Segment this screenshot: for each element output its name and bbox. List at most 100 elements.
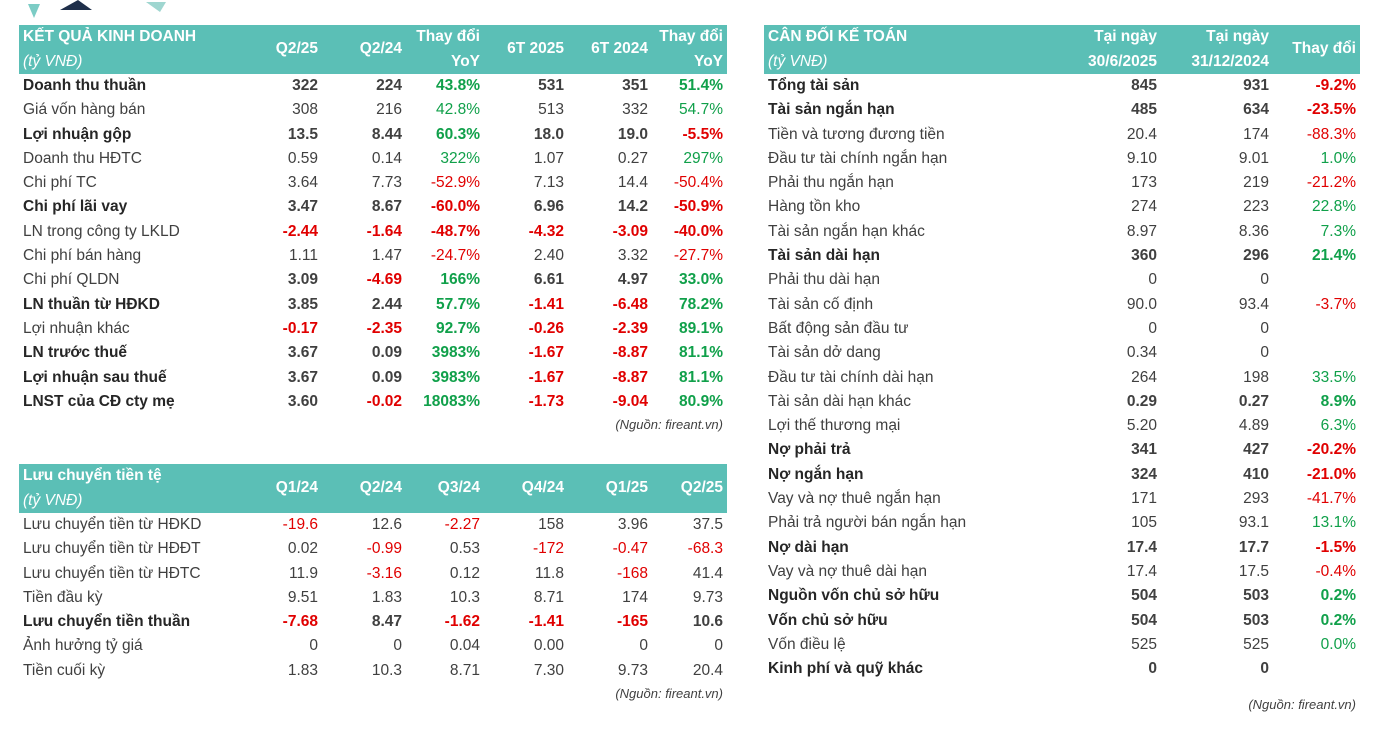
balance-cell: 360 [1131, 247, 1157, 265]
income-cell: 3.64 [287, 174, 318, 192]
balance-cell: 17.4 [1126, 538, 1157, 556]
balance-row-label: Tài sản dài hạn khác [768, 392, 912, 410]
balance-cell: 0 [1148, 271, 1157, 289]
balance-row-label: Vay và nợ thuê ngắn hạn [768, 490, 941, 508]
balance-cell: 223 [1243, 198, 1269, 216]
balance-cell: 7.3% [1320, 222, 1356, 240]
cashflow-row-label: Lưu chuyển tiền từ HĐKD [23, 516, 202, 533]
income-cell: 0.14 [371, 149, 402, 167]
balance-row-label: Kinh phí và quỹ khác [768, 660, 924, 678]
balance-cell: -21.2% [1306, 174, 1356, 192]
income-cell: 3983% [431, 344, 480, 362]
cashflow-cell: -172 [532, 540, 564, 558]
cashflow-cell: 9.73 [617, 661, 648, 679]
income-cell: 43.8% [436, 77, 480, 94]
cashflow-cell: 1.83 [371, 588, 402, 606]
cashflow-cell: -3.16 [366, 564, 402, 582]
balance-cell: 198 [1243, 368, 1269, 386]
balance-col-header: Thay đổi [1273, 25, 1360, 74]
cashflow-cell: 11.9 [288, 564, 318, 582]
cashflow-header-row-2: (tỷ VNĐ) [19, 488, 727, 513]
cashflow-cell: -7.68 [282, 613, 318, 631]
balance-cell: 0.27 [1238, 392, 1269, 410]
income-cell: -6.48 [612, 295, 648, 313]
income-col-subheader: YoY [652, 49, 727, 74]
income-cell: 216 [376, 101, 402, 119]
income-cell: -48.7% [430, 222, 480, 240]
balance-row: Đầu tư tài chính ngắn hạn 9.10 9.01 1.0% [764, 147, 1360, 171]
income-row-label: Chi phí lãi vay [23, 198, 128, 216]
cashflow-cell: 10.6 [692, 613, 723, 631]
balance-cell: 93.4 [1238, 295, 1269, 313]
income-row: Giá vốn hàng bán 308 216 42.8% 513 332 54.7% [19, 98, 727, 122]
cashflow-cell: 8.71 [533, 588, 564, 606]
balance-cell: 9.10 [1126, 149, 1157, 167]
balance-cell: 174 [1243, 125, 1269, 143]
balance-cell: 0.0% [1320, 635, 1356, 653]
balance-cell: 0.34 [1126, 344, 1157, 362]
cashflow-title: Lưu chuyển tiền tệ [19, 464, 247, 489]
cashflow-row: Lưu chuyển tiền từ HĐKD -19.6 12.6 -2.27 158… [19, 513, 727, 537]
balance-cell: -88.3% [1306, 125, 1356, 143]
cashflow-cell: 0 [714, 637, 723, 655]
balance-row: Vay và nợ thuê dài hạn 17.4 17.5 -0.4% [764, 560, 1360, 584]
income-cell: -1.64 [366, 222, 402, 240]
income-source-note: (Nguồn: fireant.vn) [615, 417, 723, 433]
balance-cell: 504 [1131, 611, 1157, 629]
balance-cell: -1.5% [1315, 538, 1357, 556]
income-cell: -2.39 [612, 319, 648, 337]
balance-cell: 21.4% [1312, 247, 1356, 265]
balance-cell: 17.7 [1238, 538, 1269, 556]
balance-cell: 296 [1243, 247, 1269, 265]
cashflow-cell: 174 [622, 588, 648, 606]
balance-row: Nợ dài hạn 17.4 17.7 -1.5% [764, 536, 1360, 560]
balance-row: Phải thu ngắn hạn 173 219 -21.2% [764, 171, 1360, 195]
balance-cell: 634 [1243, 101, 1269, 119]
income-cell: -0.26 [528, 319, 564, 337]
balance-cell [1273, 341, 1360, 365]
income-row-label: Doanh thu thuần [23, 77, 147, 94]
cashflow-cell: 20.4 [692, 661, 723, 679]
income-col-header: Q2/24 [322, 25, 406, 74]
cashflow-source-note: (Nguồn: fireant.vn) [615, 686, 723, 702]
balance-cell: 22.8% [1312, 198, 1356, 216]
cashflow-cell: 0.00 [533, 637, 564, 655]
cashflow-cell: 10.3 [371, 661, 402, 679]
income-row-label: Chi phí bán hàng [23, 247, 142, 265]
income-row-label: LNST của CĐ cty mẹ [23, 392, 175, 410]
income-cell: 3.09 [287, 271, 318, 289]
income-cell: 1.11 [288, 247, 318, 265]
balance-cell [1273, 268, 1360, 292]
cashflow-cell: 9.73 [692, 588, 723, 606]
income-cell: -4.69 [366, 271, 402, 289]
balance-row-label: Tài sản ngắn hạn [768, 101, 895, 119]
cashflow-cell: -2.27 [444, 516, 480, 533]
income-cell: 2.44 [371, 295, 402, 313]
balance-row: Phải thu dài hạn 0 0 [764, 268, 1360, 292]
balance-cell: 8.97 [1126, 222, 1157, 240]
income-cell: 18083% [423, 392, 480, 410]
balance-row: Bất động sản đầu tư 0 0 [764, 317, 1360, 341]
income-cell: 1.47 [371, 247, 402, 265]
balance-cell: 8.36 [1238, 222, 1269, 240]
cashflow-cell: 158 [538, 516, 564, 533]
balance-row: Nợ ngắn hạn 324 410 -21.0% [764, 463, 1360, 487]
balance-col-subheader: 31/12/2024 [1161, 49, 1273, 74]
income-row: Doanh thu HĐTC 0.59 0.14 322% 1.07 0.27 297% [19, 147, 727, 171]
income-cell: -1.73 [528, 392, 564, 410]
income-row-label: Lợi nhuận gộp [23, 125, 132, 143]
balance-row-label: Phải trả người bán ngắn hạn [768, 514, 967, 532]
cashflow-row-label: Tiền đầu kỳ [23, 588, 103, 606]
balance-row-label: Nguồn vốn chủ sở hữu [768, 587, 940, 605]
balance-row: Đầu tư tài chính dài hạn 264 198 33.5% [764, 366, 1360, 390]
balance-cell: 324 [1131, 465, 1157, 483]
cashflow-table: Lưu chuyển tiền tệ Q1/24 Q2/24 Q3/24 Q4/… [19, 464, 727, 705]
income-cell: -52.9% [430, 174, 480, 192]
income-cell: -1.67 [528, 344, 564, 362]
cashflow-cell: 0 [393, 637, 402, 655]
cashflow-col-header: Q1/24 [247, 464, 322, 513]
balance-cell: 17.5 [1238, 562, 1269, 580]
income-cell: 531 [538, 77, 564, 94]
balance-row: Tài sản ngắn hạn 485 634 -23.5% [764, 98, 1360, 122]
income-cell: 0.27 [617, 149, 648, 167]
